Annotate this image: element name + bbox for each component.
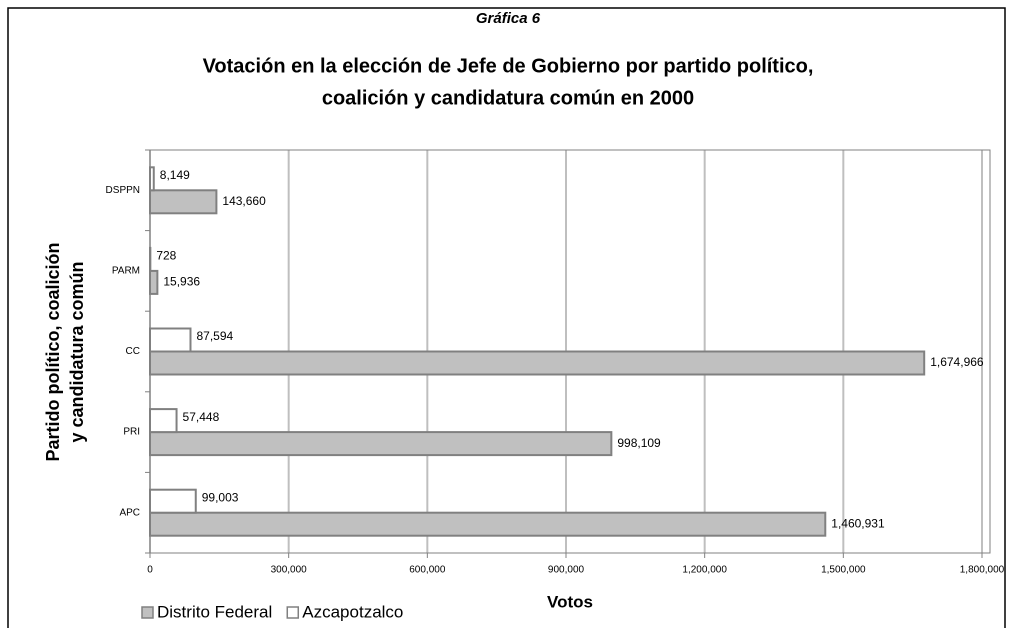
y-tick-label: APC	[119, 507, 140, 518]
data-label: 143,660	[222, 194, 266, 208]
y-axis-label: y candidatura común	[67, 261, 87, 442]
data-label: 57,448	[183, 410, 220, 424]
data-label: 8,149	[160, 168, 190, 182]
legend-label: Azcapotzalco	[302, 602, 403, 621]
bar	[149, 189, 218, 215]
x-tick-label: 900,000	[548, 565, 585, 576]
chart-title: Votación en la elección de Jefe de Gobie…	[203, 55, 814, 77]
bar	[149, 488, 197, 514]
bar	[149, 350, 926, 376]
supertitle: Gráfica 6	[476, 10, 541, 27]
legend-swatch	[286, 606, 300, 619]
data-label: 15,936	[163, 275, 200, 289]
chart-title: coalición y candidatura común en 2000	[322, 87, 694, 109]
legend-label: Distrito Federal	[157, 602, 272, 621]
bar	[149, 327, 192, 353]
y-tick-label: CC	[126, 346, 140, 357]
bar	[149, 408, 178, 434]
data-label: 1,674,966	[930, 355, 984, 369]
bar	[149, 269, 159, 295]
x-tick-label: 0	[147, 565, 153, 576]
x-tick-label: 300,000	[271, 565, 308, 576]
data-label: 728	[156, 249, 176, 263]
x-axis-label: Votos	[547, 592, 593, 611]
data-label: 99,003	[202, 490, 239, 504]
data-label: 1,460,931	[831, 516, 885, 530]
y-axis-label: Partido político, coalición	[43, 242, 63, 461]
data-label: 998,109	[617, 436, 661, 450]
bar	[149, 166, 155, 192]
legend-swatch	[141, 606, 154, 619]
frame	[7, 7, 1006, 628]
x-tick-label: 1,800,000	[960, 565, 1005, 576]
x-tick-label: 600,000	[409, 565, 446, 576]
bar	[149, 431, 613, 457]
y-tick-label: DSPPN	[106, 185, 140, 196]
bar	[149, 511, 827, 537]
x-tick-label: 1,200,000	[682, 565, 727, 576]
y-tick-label: PARM	[112, 266, 140, 277]
x-tick-label: 1,500,000	[821, 565, 866, 576]
y-tick-label: PRI	[123, 427, 140, 438]
data-label: 87,594	[196, 329, 233, 343]
